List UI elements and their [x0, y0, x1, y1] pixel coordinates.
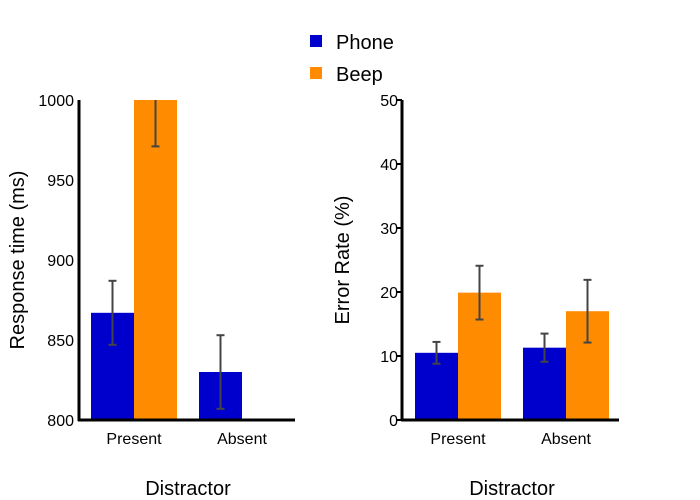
legend-label-beep: Beep [336, 64, 383, 86]
chart-1-xlabel: Distractor [469, 478, 555, 500]
x-tick-label: Present [430, 431, 486, 448]
y-tick-label: 20 [380, 285, 398, 302]
x-tick-label: Present [106, 431, 162, 448]
legend-swatch-phone [310, 35, 322, 47]
response-time-chart: Response time (ms) Distractor 800 850 900 9… [7, 93, 295, 500]
y-tick-label: 40 [380, 157, 398, 174]
y-tick-label: 10 [380, 349, 398, 366]
legend: Phone Beep [310, 32, 394, 86]
chart-0-xlabel: Distractor [145, 478, 231, 500]
legend-swatch-beep [310, 67, 322, 79]
y-tick-label: 900 [47, 253, 74, 270]
y-tick-label: 950 [47, 173, 74, 190]
chart-0-ylabel: Response time (ms) [7, 171, 29, 350]
bar-beep-present [134, 100, 177, 420]
chart-1-ylabel: Error Rate (%) [332, 196, 354, 325]
x-tick-label: Absent [541, 431, 591, 448]
error-rate-chart: Error Rate (%) Distractor 0 10 20 30 40 50 Pre… [332, 93, 619, 500]
y-tick-label: 50 [380, 93, 398, 110]
legend-label-phone: Phone [336, 32, 394, 54]
y-tick-label: 30 [380, 221, 398, 238]
y-tick-label: 1000 [38, 93, 74, 110]
x-tick-label: Absent [217, 431, 267, 448]
y-tick-label: 0 [389, 413, 398, 430]
y-tick-label: 850 [47, 333, 74, 350]
y-tick-label: 800 [47, 413, 74, 430]
